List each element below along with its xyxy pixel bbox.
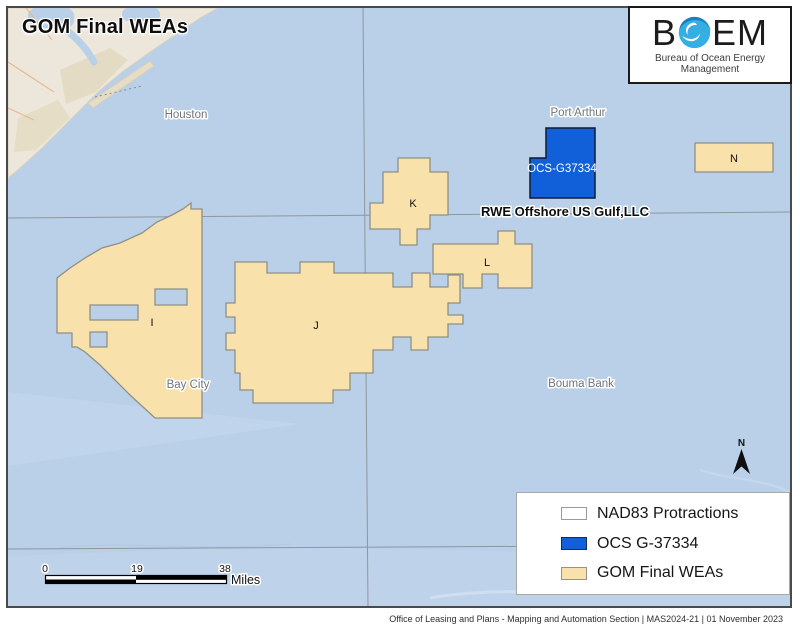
wea-polygon-k	[369, 157, 449, 246]
wea-label-n: N	[730, 153, 738, 165]
north-arrow-icon	[733, 449, 750, 474]
boem-logo: B EM Bureau of Ocean Energy Management	[628, 6, 792, 84]
place-label-port-arthur: Port Arthur	[551, 107, 606, 119]
boem-wordmark: B EM	[651, 11, 768, 53]
ferry-route-line	[94, 85, 143, 98]
scale-bar-segment	[46, 579, 136, 584]
legend-swatch-protractions	[561, 507, 587, 521]
land-patch	[60, 48, 128, 104]
wea-label-l: L	[484, 257, 490, 269]
scale-tick-38: 38	[219, 563, 231, 575]
bay-inlet	[56, 22, 98, 66]
bay-water	[122, 8, 160, 21]
map-canvas: Houston Port Arthur Bay City Bouma Bank …	[8, 8, 790, 606]
footer-credit: Office of Leasing and Plans - Mapping an…	[389, 614, 783, 624]
legend-row-lease: OCS G-37334	[561, 535, 789, 553]
wea-label-k: K	[409, 198, 417, 210]
boem-letter-b: B	[651, 11, 677, 53]
wea-polygon-n	[694, 142, 774, 173]
lease-block-label: OCS-G37334	[527, 163, 597, 175]
boem-org-line1: Bureau of Ocean Energy	[654, 52, 766, 64]
boem-letters-em: EM	[712, 11, 768, 53]
legend-label-protractions: NAD83 Protractions	[597, 504, 739, 522]
wea-polygon-l	[432, 230, 533, 289]
legend-label-lease: OCS G-37334	[597, 534, 699, 552]
north-arrow-label: N	[738, 438, 745, 449]
lease-polygon-ocs-g37334	[529, 127, 596, 199]
wea-polygon-j	[225, 261, 464, 404]
legend-swatch-lease	[561, 537, 587, 550]
wea-label-j: J	[313, 320, 319, 332]
north-arrow: N	[733, 438, 750, 474]
bay-water	[28, 8, 74, 28]
legend-row-protractions: NAD83 Protractions	[561, 505, 789, 523]
land-patch	[14, 100, 70, 152]
place-label-houston: Houston	[165, 109, 208, 121]
land-mass	[8, 8, 220, 179]
boem-wave-o-icon	[678, 17, 711, 49]
scale-bar: 0 19 38 Miles	[41, 562, 262, 589]
wea-label-i: I	[150, 317, 153, 329]
place-label-bay-city: Bay City	[167, 379, 210, 391]
wea-polygon-i	[56, 201, 203, 419]
page-title: GOM Final WEAs	[22, 16, 189, 38]
boem-org-line2: Management	[680, 64, 740, 75]
scale-tick-0: 0	[42, 563, 48, 575]
legend-row-weas: GOM Final WEAs	[561, 564, 789, 582]
legend-box: NAD83 Protractions OCS G-37334 GOM Final…	[516, 492, 790, 595]
road-lines	[8, 8, 55, 121]
legend-label-weas: GOM Final WEAs	[597, 564, 724, 582]
wea-polygons	[56, 142, 774, 419]
scale-bar-segment	[136, 576, 227, 580]
map-frame: Houston Port Arthur Bay City Bouma Bank …	[6, 6, 792, 608]
place-label-bouma-bank: Bouma Bank	[548, 378, 614, 390]
scale-unit-label: Miles	[231, 573, 260, 587]
barrier-island	[87, 60, 155, 109]
legend-swatch-weas	[561, 566, 587, 580]
lease-company-label: RWE Offshore US Gulf,LLC	[481, 204, 650, 219]
scale-tick-19: 19	[131, 563, 143, 575]
